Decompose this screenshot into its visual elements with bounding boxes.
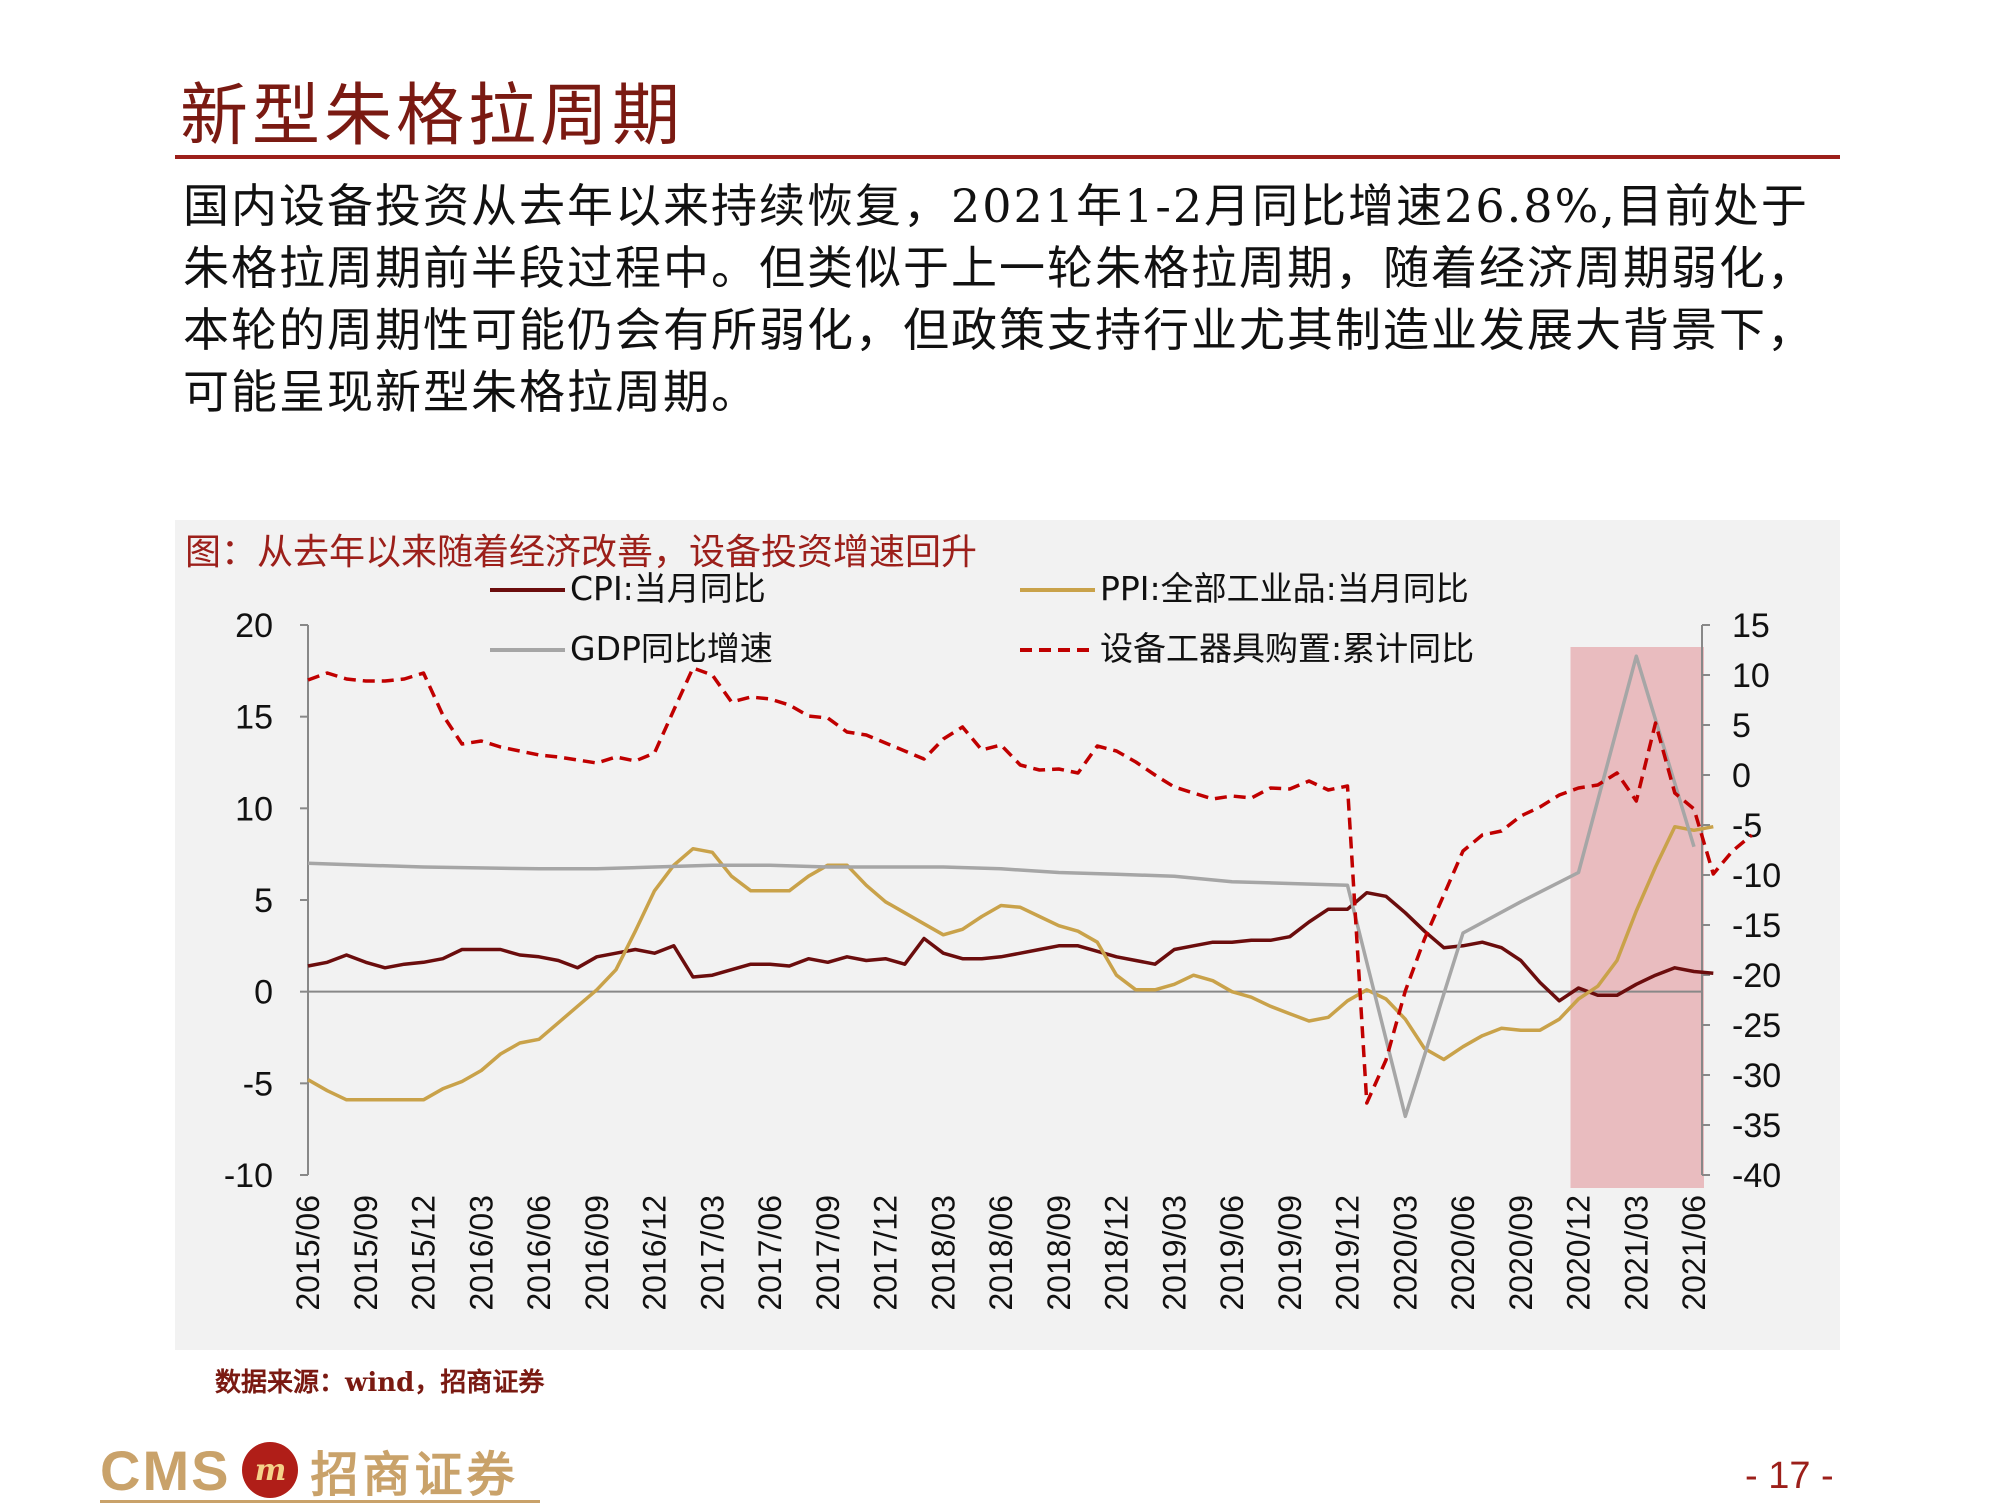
left-tick-label: -10: [224, 1157, 273, 1195]
right-tick-label: -25: [1732, 1007, 1781, 1045]
legend-label: GDP同比增速: [570, 629, 773, 668]
x-tick-label: 2018/06: [983, 1195, 1019, 1311]
left-tick-label: -5: [243, 1065, 273, 1103]
left-tick-label: 0: [254, 974, 273, 1012]
x-tick-label: 2021/06: [1676, 1195, 1712, 1311]
logo-underline: [100, 1500, 540, 1503]
left-tick-label: 5: [254, 882, 273, 920]
title-divider: [175, 155, 1840, 159]
x-tick-label: 2019/03: [1156, 1195, 1192, 1311]
x-tick-label: 2016/09: [579, 1195, 615, 1311]
highlight-band: [1570, 647, 1704, 1188]
legend-label: PPI:全部工业品:当月同比: [1100, 569, 1469, 608]
left-tick-label: 20: [235, 607, 273, 645]
x-tick-label: 2015/06: [290, 1195, 326, 1311]
chart-panel: [175, 520, 1840, 1350]
x-tick-label: 2017/03: [694, 1195, 730, 1311]
x-tick-label: 2021/03: [1618, 1195, 1654, 1311]
x-tick-label: 2018/03: [925, 1195, 961, 1311]
series-line-3: [307, 654, 1696, 1119]
x-tick-label: 2020/03: [1387, 1195, 1423, 1311]
x-tick-label: 2016/03: [463, 1195, 499, 1311]
x-tick-label: 2017/06: [752, 1195, 788, 1311]
right-tick-label: -5: [1732, 807, 1762, 845]
x-tick-label: 2015/09: [348, 1195, 384, 1311]
page-title: 新型朱格拉周期: [180, 77, 685, 156]
right-tick-label: -40: [1732, 1157, 1781, 1195]
x-tick-label: 2017/09: [810, 1195, 846, 1311]
series-line-2: [307, 824, 1714, 1102]
x-tick-label: 2019/12: [1330, 1195, 1366, 1311]
series-line-1: [307, 890, 1714, 1003]
x-tick-label: 2018/09: [1041, 1195, 1077, 1311]
logo-text-en: CMS: [100, 1438, 231, 1502]
x-tick-label: 2017/12: [868, 1195, 904, 1311]
right-tick-label: -10: [1732, 857, 1781, 895]
x-tick-label: 2016/12: [637, 1195, 673, 1311]
left-tick-label: 15: [235, 699, 273, 737]
x-tick-label: 2019/09: [1272, 1195, 1308, 1311]
logo-text-cn: 招商证券: [310, 1447, 519, 1503]
page-number: - 17 -: [1745, 1455, 1834, 1497]
right-tick-label: 10: [1732, 657, 1770, 695]
data-source: 数据来源：wind，招商证券: [215, 1368, 545, 1398]
x-tick-label: 2018/12: [1099, 1195, 1135, 1311]
legend-label: 设备工器具购置:累计同比: [1100, 629, 1474, 668]
right-tick-label: -20: [1732, 957, 1781, 995]
legend-label: CPI:当月同比: [570, 569, 766, 608]
x-tick-label: 2020/12: [1561, 1195, 1597, 1311]
x-tick-label: 2020/06: [1445, 1195, 1481, 1311]
x-tick-label: 2016/06: [521, 1195, 557, 1311]
left-tick-label: 10: [235, 790, 273, 828]
x-tick-label: 2019/06: [1214, 1195, 1250, 1311]
right-tick-label: -35: [1732, 1107, 1781, 1145]
right-tick-label: -30: [1732, 1057, 1781, 1095]
right-tick-label: 5: [1732, 707, 1751, 745]
series-line-4: [307, 666, 1753, 1105]
right-tick-label: -15: [1732, 907, 1781, 945]
chart-title: 图：从去年以来随着经济改善，设备投资增速回升: [185, 532, 978, 573]
right-tick-label: 15: [1732, 607, 1770, 645]
x-tick-label: 2015/12: [406, 1195, 442, 1311]
company-logo: CMS m 招商证券: [100, 1438, 518, 1504]
right-tick-label: 0: [1732, 757, 1751, 795]
logo-emblem-icon: m: [242, 1442, 299, 1498]
x-tick-label: 2020/09: [1503, 1195, 1539, 1311]
body-paragraph: 国内设备投资从去年以来持续恢复，2021年1-2月同比增速26.8%,目前处于朱…: [183, 179, 1815, 419]
